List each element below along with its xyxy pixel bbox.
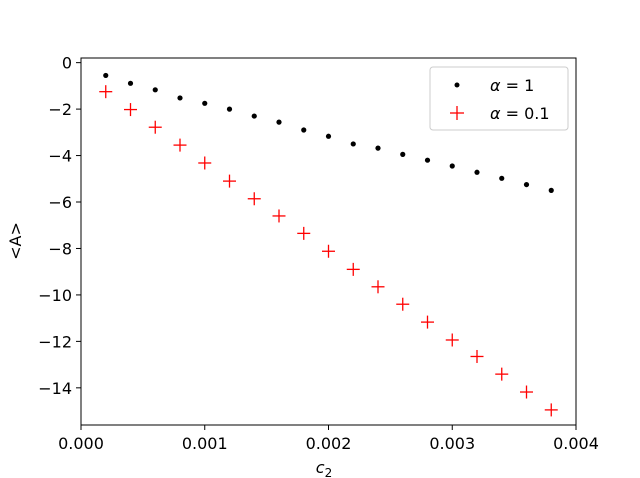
series-0	[103, 72, 554, 193]
data-point-dot	[350, 141, 356, 147]
data-point-dot	[103, 72, 109, 79]
data-point-dot	[449, 163, 455, 169]
legend-entry-1: α = 0.1	[490, 104, 550, 123]
x-tick-label: 0.001	[182, 434, 228, 453]
y-tick-label: −8	[48, 239, 72, 258]
data-point-plus	[421, 315, 434, 329]
legend-marker-dot	[454, 82, 460, 88]
y-tick-label: −10	[38, 286, 72, 305]
data-point-plus	[445, 333, 459, 347]
data-point-plus	[396, 297, 410, 311]
data-point-dot	[548, 187, 554, 193]
data-point-plus	[124, 103, 137, 117]
data-point-plus	[346, 262, 360, 276]
data-points	[99, 72, 558, 417]
data-point-plus	[322, 244, 335, 258]
data-point-dot	[375, 145, 381, 151]
y-tick-label: −6	[48, 193, 72, 212]
data-point-plus	[544, 403, 558, 417]
data-point-plus	[173, 138, 187, 152]
data-point-dot	[400, 151, 406, 157]
data-point-dot	[226, 106, 233, 112]
data-point-dot	[202, 100, 208, 106]
y-tick-label: −14	[38, 379, 72, 398]
legend-entry-0: α = 1	[490, 76, 534, 95]
data-point-dot	[301, 127, 307, 133]
data-point-dot	[499, 175, 505, 181]
data-point-plus	[247, 192, 261, 206]
x-tick-label: 0.000	[58, 434, 104, 453]
x-tick-label: 0.003	[429, 434, 475, 453]
data-point-dot	[325, 133, 332, 139]
data-point-dot	[424, 157, 431, 163]
data-point-dot	[474, 169, 480, 175]
x-tick-label: 0.002	[306, 434, 352, 453]
data-point-dot	[523, 181, 530, 188]
data-point-plus	[371, 280, 385, 294]
x-axis-label-main: c	[316, 458, 325, 477]
data-point-plus	[272, 209, 286, 223]
y-axis-label: <A>	[6, 222, 25, 260]
data-point-plus	[495, 367, 509, 381]
y-tick-label: −12	[38, 332, 72, 351]
data-point-plus	[297, 226, 311, 240]
axes: 0.000 0.001 0.002 0.003 0.004 0 −2 −4 −6 −8 −10 −12…	[38, 54, 599, 453]
y-tick-label: 0	[62, 54, 72, 73]
series-1	[99, 85, 558, 417]
data-point-plus	[223, 174, 236, 188]
data-point-plus	[470, 349, 484, 363]
y-tick-label: −4	[48, 147, 72, 166]
y-tick-label: −2	[48, 100, 72, 119]
data-point-plus	[520, 385, 533, 399]
data-point-plus	[99, 85, 113, 99]
data-point-plus	[148, 120, 162, 134]
x-axis-label: c2	[316, 458, 332, 478]
data-point-dot	[276, 119, 282, 125]
data-point-plus	[198, 156, 212, 170]
data-point-dot	[251, 113, 257, 119]
data-point-dot	[177, 95, 183, 101]
data-point-dot	[127, 80, 134, 86]
legend-marker-plus	[450, 106, 464, 120]
x-axis-label-subscript: 2	[325, 466, 333, 478]
x-tick-label: 0.004	[553, 434, 599, 453]
legend: α = 1 α = 0.1	[429, 66, 569, 131]
data-point-dot	[152, 87, 158, 93]
legend-box	[429, 66, 569, 131]
